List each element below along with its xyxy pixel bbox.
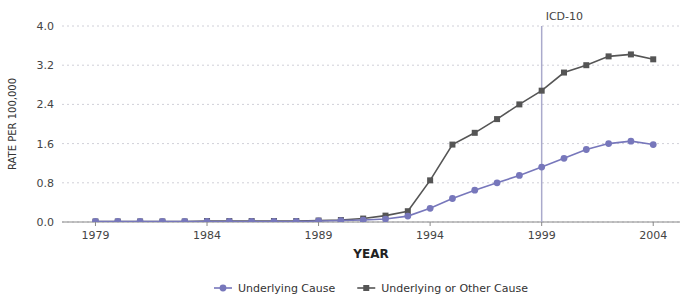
- point: [360, 217, 367, 222]
- point: [248, 218, 255, 222]
- point: [226, 218, 232, 222]
- point: [583, 62, 589, 68]
- x-tick-label: 1989: [305, 229, 333, 242]
- x-tick: [207, 222, 208, 226]
- point: [561, 155, 568, 162]
- point: [115, 219, 121, 222]
- point: [226, 218, 233, 222]
- y-tick-label: 2.4: [37, 98, 55, 111]
- point: [181, 218, 188, 222]
- x-tick-label: 1994: [416, 229, 444, 242]
- point: [583, 146, 590, 153]
- point: [337, 217, 344, 222]
- point: [538, 164, 545, 171]
- legend-marker: [220, 285, 227, 292]
- x-tick-label: 2004: [639, 229, 667, 242]
- point: [92, 218, 99, 222]
- point: [137, 219, 143, 222]
- point: [315, 218, 322, 222]
- point: [271, 218, 277, 222]
- y-tick-label: 3.2: [37, 59, 55, 72]
- x-tick: [430, 222, 431, 226]
- point: [539, 88, 545, 94]
- x-axis: 1979 1984 1989 1994 1999 2004: [62, 222, 680, 242]
- y-tick-label: 4.0: [37, 20, 55, 33]
- x-axis-label: YEAR: [352, 247, 388, 261]
- point: [271, 218, 278, 222]
- point: [204, 218, 210, 222]
- point: [650, 56, 656, 62]
- series-line: [95, 54, 653, 221]
- point: [628, 138, 635, 145]
- point: [249, 218, 255, 222]
- point: [404, 213, 411, 220]
- point: [606, 53, 612, 59]
- y-tick-label: 0.0: [37, 216, 55, 229]
- point: [159, 219, 165, 222]
- point: [182, 219, 188, 222]
- point: [561, 70, 567, 76]
- point: [427, 205, 434, 212]
- point: [92, 219, 98, 222]
- legend-label: Underlying Cause: [238, 282, 335, 295]
- point: [449, 195, 456, 202]
- annotation-line: [541, 26, 543, 222]
- legend: Underlying Cause Underlying or Other Caus…: [214, 282, 528, 295]
- chart: 0.0 0.8 1.6 2.4 3.2 4.0 1979 1984 1989 1994 1999 20…: [0, 0, 700, 306]
- y-tick-label: 1.6: [37, 138, 55, 151]
- y-axis: 0.0 0.8 1.6 2.4 3.2 4.0: [37, 20, 681, 229]
- annotation-label: ICD-10: [546, 10, 583, 23]
- annotation: ICD-10: [542, 10, 583, 222]
- series: [92, 51, 656, 222]
- x-tick-label: 1979: [81, 229, 109, 242]
- legend-marker: [363, 285, 369, 291]
- point: [472, 130, 478, 136]
- series: [92, 138, 657, 222]
- point: [471, 187, 478, 194]
- point: [114, 218, 121, 222]
- point: [516, 172, 523, 179]
- point: [516, 101, 522, 107]
- point: [494, 179, 501, 186]
- point: [382, 216, 389, 222]
- point: [628, 51, 634, 57]
- point: [449, 142, 455, 148]
- point: [316, 218, 322, 222]
- series-line: [95, 141, 653, 221]
- point: [293, 218, 300, 222]
- point: [338, 217, 344, 222]
- grid-line: [62, 26, 680, 27]
- grid-line: [62, 182, 680, 183]
- x-tick: [653, 222, 654, 226]
- point: [427, 177, 433, 183]
- point: [650, 141, 657, 148]
- point: [159, 218, 166, 222]
- point: [204, 218, 211, 222]
- plot-area: [92, 51, 657, 222]
- x-tick: [541, 222, 542, 226]
- point: [494, 116, 500, 122]
- x-tick-label: 1984: [193, 229, 221, 242]
- grid-line: [62, 104, 680, 105]
- grid-line: [62, 143, 680, 144]
- y-tick-label: 0.8: [37, 177, 55, 190]
- point: [605, 140, 612, 147]
- legend-label: Underlying or Other Cause: [381, 282, 528, 295]
- y-axis-label: RATE PER 100,000: [7, 78, 18, 170]
- legend-item: Underlying or Other Cause: [357, 282, 528, 295]
- x-tick: [318, 222, 319, 226]
- point: [293, 218, 299, 222]
- legend-item: Underlying Cause: [214, 282, 335, 295]
- x-tick: [95, 222, 96, 226]
- x-tick-label: 1999: [528, 229, 556, 242]
- point: [137, 218, 144, 222]
